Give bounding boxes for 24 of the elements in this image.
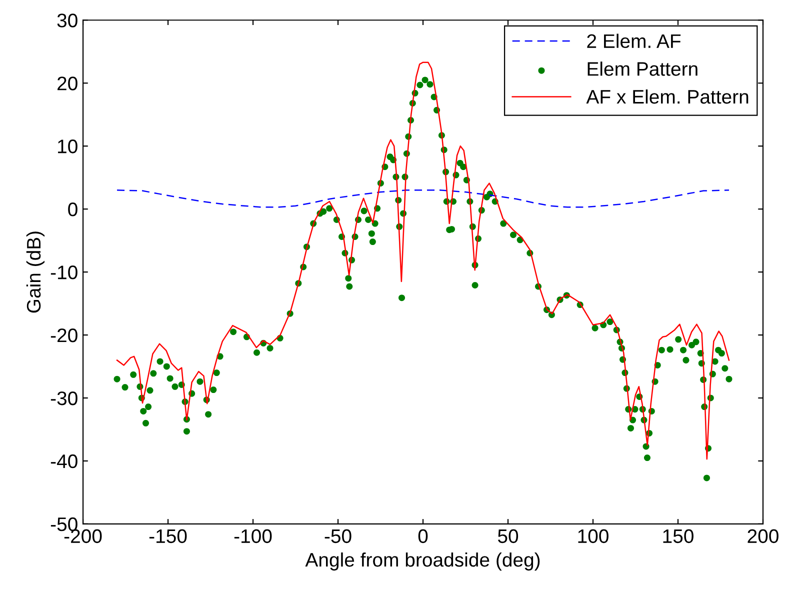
x-tick-label: -50 (324, 529, 352, 544)
line-series (116, 190, 730, 208)
y-axis-title: Gain (dB) (26, 232, 44, 313)
legend-label: Elem Pattern (588, 62, 698, 76)
x-axis-title: Angle from broadside (deg) (305, 552, 540, 571)
x-tick-label: -150 (149, 529, 187, 544)
x-tick-label: -100 (234, 529, 272, 544)
legend-label: AF x Elem. Pattern (586, 89, 748, 104)
y-tick-label: -50 (50, 517, 78, 532)
x-tick-label: 200 (748, 529, 778, 544)
y-tick-label: -10 (50, 265, 78, 280)
y-tick-label: 0 (68, 202, 78, 216)
y-tick-label: 30 (57, 14, 78, 28)
legend-label: 2 Elem. AF (587, 34, 681, 48)
y-tick-label: -30 (50, 391, 78, 406)
y-tick-label: 20 (58, 76, 78, 90)
y-tick-label: 10 (58, 140, 78, 154)
x-tick-label: -200 (64, 529, 102, 544)
x-tick-label: 50 (498, 529, 518, 544)
x-tick-label: 0 (418, 529, 428, 544)
x-tick-label: 100 (578, 529, 608, 544)
y-tick-label: -40 (50, 454, 78, 468)
y-tick-label: -20 (50, 328, 78, 342)
x-tick-label: 150 (663, 529, 694, 544)
